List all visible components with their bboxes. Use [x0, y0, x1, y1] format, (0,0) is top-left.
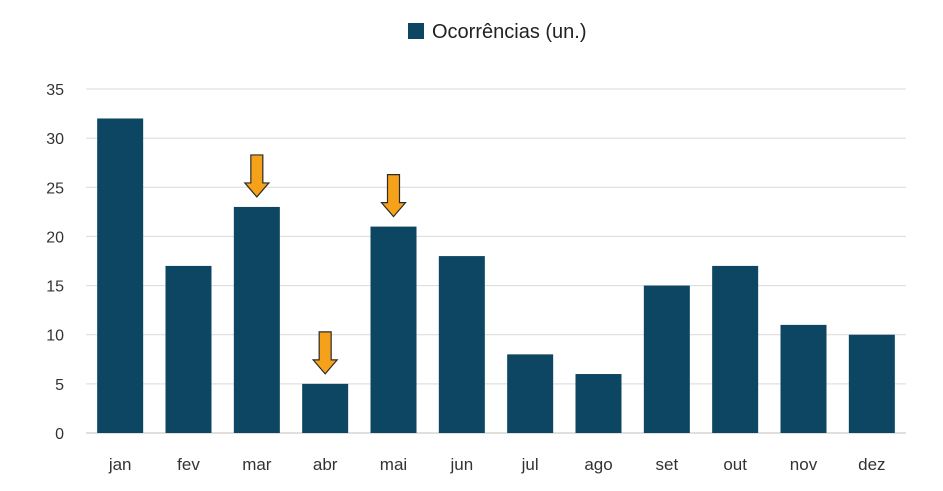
bar-jul [507, 354, 554, 433]
y-tick-label: 5 [55, 377, 64, 394]
bar-ago [575, 374, 622, 433]
gridlines [86, 88, 906, 434]
y-tick-label: 10 [46, 328, 64, 345]
x-tick-label: set [655, 455, 678, 474]
bar-abr [302, 383, 349, 433]
x-tick-label: ago [584, 455, 612, 474]
x-tick-label: fev [177, 455, 200, 474]
down-arrow-icon [380, 174, 407, 218]
x-tick-label: mar [242, 455, 272, 474]
x-tick-label: abr [313, 455, 338, 474]
legend-swatch [408, 23, 424, 39]
down-arrow-icon [311, 331, 339, 375]
x-tick-label: nov [790, 455, 818, 474]
bar-fev [165, 265, 212, 433]
x-tick-label: out [723, 455, 747, 474]
bar-dez [848, 334, 895, 433]
x-tick-label: jul [521, 455, 539, 474]
x-axis-ticks: jan fev mar abr mai jun jul ago set out nov dez [108, 455, 886, 474]
bars [97, 118, 895, 433]
legend-label: Ocorrências (un.) [432, 21, 587, 43]
y-tick-label: 25 [46, 180, 64, 197]
bar-mar [233, 206, 280, 433]
down-arrow-icon [243, 154, 271, 198]
y-tick-label: 0 [55, 426, 64, 443]
x-tick-label: mai [380, 455, 407, 474]
y-tick-label: 30 [46, 131, 64, 148]
y-tick-label: 35 [46, 82, 64, 99]
y-axis-ticks: 0 5 10 15 20 25 30 35 [46, 82, 64, 443]
bar-jun [438, 256, 485, 433]
annotation-arrows [243, 154, 407, 375]
bar-out [712, 265, 759, 433]
legend: Ocorrências (un.) [408, 21, 587, 43]
y-tick-label: 15 [46, 279, 64, 296]
bar-nov [780, 324, 827, 433]
x-tick-label: dez [858, 455, 885, 474]
x-tick-label: jun [449, 455, 473, 474]
bar-set [643, 285, 690, 433]
x-tick-label: jan [108, 455, 132, 474]
y-tick-label: 20 [46, 229, 64, 246]
bar-jan [97, 118, 144, 433]
bar-mai [370, 226, 417, 433]
